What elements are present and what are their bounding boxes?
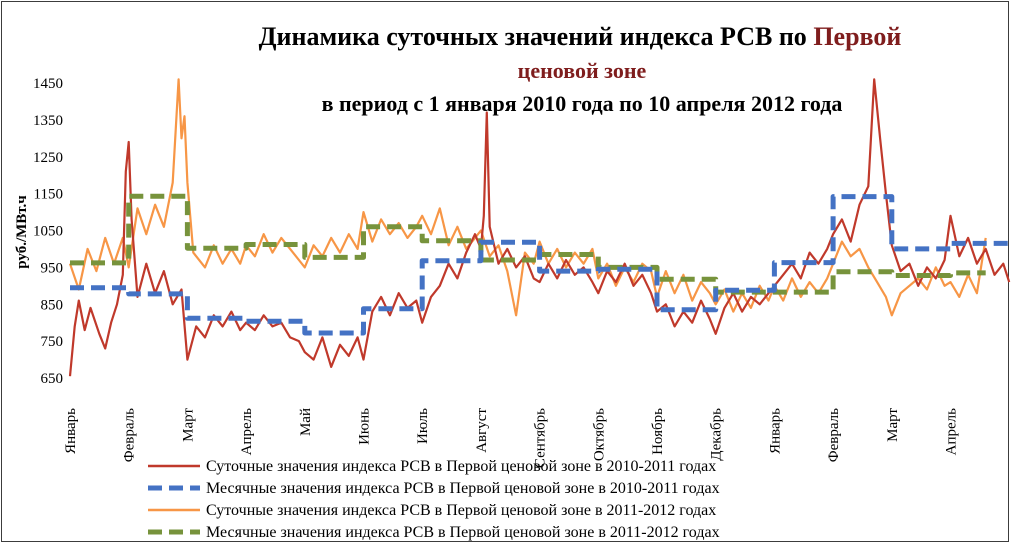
x-tick-label: Июль [415, 408, 431, 444]
y-tick-label: 650 [41, 371, 64, 387]
x-tick-label: Сентябрь [533, 408, 549, 468]
y-axis-ticks: 1450 1350 1250 1150 1050 950 850 750 650 [33, 76, 63, 387]
series-layer [68, 78, 1011, 377]
y-tick-label: 750 [41, 334, 64, 350]
chart-title-line3: в период с 1 января 2010 года по 10 апре… [322, 91, 843, 116]
y-tick-label: 1250 [33, 150, 63, 166]
y-tick-label: 1050 [33, 224, 63, 240]
title-line1-red: Первой [813, 22, 901, 51]
y-tick-label: 950 [41, 260, 64, 276]
y-axis-label: руб./МВт.ч [14, 195, 30, 269]
x-tick-label: Февраль [826, 408, 842, 462]
x-tick-label: Январь [767, 408, 783, 454]
chart-title-line1: Динамика суточных значений индекса РСВ п… [259, 22, 902, 51]
x-tick-label: Февраль [122, 408, 138, 462]
legend-label-3: Месячные значения индекса РСВ в Первой ц… [206, 524, 720, 541]
y-tick-label: 1450 [33, 76, 63, 92]
x-tick-label: Август [474, 408, 490, 453]
x-tick-label: Май [298, 408, 314, 436]
legend-label-0: Суточные значения индекса РСВ в Первой ц… [206, 458, 716, 475]
x-tick-label: Декабрь [709, 408, 725, 461]
series-line-2 [68, 78, 987, 317]
x-tick-label: Март [885, 408, 901, 442]
y-tick-label: 1150 [34, 187, 63, 203]
y-tick-label: 850 [41, 297, 64, 313]
x-tick-label: Апрель [239, 408, 255, 456]
x-tick-label: Январь [63, 408, 79, 454]
legend-label-2: Суточные значения индекса РСВ в Первой ц… [206, 502, 716, 519]
x-tick-label: Апрель [944, 408, 960, 456]
y-tick-label: 1350 [33, 113, 63, 129]
x-tick-label: Октябрь [591, 408, 607, 461]
legend: Суточные значения индекса РСВ в Первой ц… [148, 458, 720, 541]
x-tick-label: Ноябрь [650, 408, 666, 455]
series-line-0 [68, 78, 1011, 377]
series-line-1 [70, 194, 1010, 336]
x-axis-ticks: Январь Февраль Март Апрель Май Июнь Июль Август… [63, 408, 960, 469]
legend-label-1: Месячные значения индекса РСВ в Первой ц… [206, 480, 720, 497]
x-tick-label: Март [180, 408, 196, 442]
title-line1-black: Динамика суточных значений индекса РСВ п… [259, 22, 814, 51]
chart-title-line2: ценовой зоне [518, 58, 647, 83]
series-line-3 [70, 193, 986, 295]
x-tick-label: Июнь [357, 408, 373, 445]
